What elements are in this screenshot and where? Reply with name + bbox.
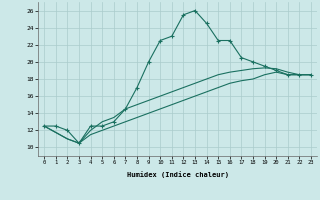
X-axis label: Humidex (Indice chaleur): Humidex (Indice chaleur): [127, 171, 228, 178]
